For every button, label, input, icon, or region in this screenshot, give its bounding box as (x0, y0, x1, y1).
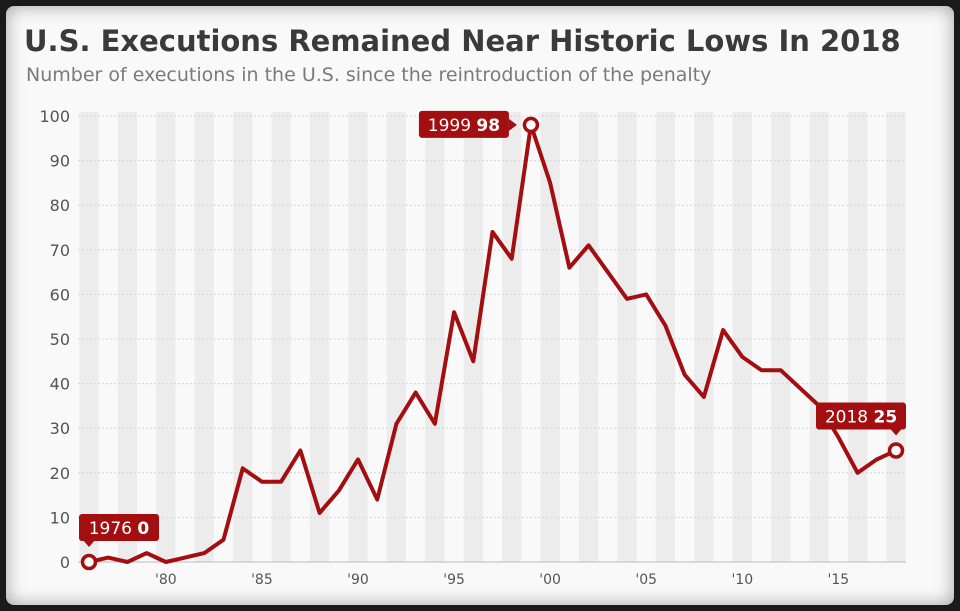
callout-value: 25 (874, 408, 898, 428)
callout-pointer (508, 118, 517, 131)
year-stripe (540, 112, 560, 562)
callout-box (418, 110, 509, 138)
y-tick-label: 50 (50, 330, 70, 349)
x-tick-label: '15 (828, 572, 850, 588)
year-stripe (502, 112, 522, 562)
callout-label: 1999 98 (428, 116, 500, 136)
y-tick-label: 100 (39, 107, 70, 126)
callout-pointer (83, 540, 95, 547)
highlight-marker (887, 442, 905, 459)
chart-title: U.S. Executions Remained Near Historic L… (24, 24, 901, 58)
callout-year: 2018 (825, 408, 874, 428)
callout-pointer (890, 428, 902, 436)
callout-label: 1976 0 (89, 519, 150, 539)
y-tick-label: 40 (50, 375, 70, 394)
year-stripe (233, 112, 253, 562)
year-stripe (655, 112, 676, 562)
chart-subtitle: Number of executions in the U.S. since t… (26, 64, 712, 86)
x-tick-label: '90 (347, 572, 369, 588)
x-tick-label: '10 (731, 572, 753, 588)
year-stripe (348, 112, 368, 562)
x-tick-label: '85 (251, 572, 273, 588)
y-tick-label: 30 (50, 419, 70, 438)
year-stripe (79, 112, 99, 562)
y-tick-label: 90 (50, 152, 70, 171)
y-tick-label: 0 (60, 553, 70, 572)
highlight-marker (522, 116, 540, 134)
year-stripe (732, 112, 752, 562)
year-stripe (156, 112, 176, 562)
year-stripe (194, 112, 214, 562)
year-stripe (578, 112, 599, 562)
callout-box (816, 402, 906, 430)
executions-line (88, 122, 897, 564)
y-tick-label: 10 (50, 508, 70, 527)
x-tick-label: '80 (155, 572, 177, 588)
year-stripe (694, 112, 714, 562)
year-stripe (463, 112, 483, 562)
year-stripe (809, 112, 829, 562)
year-stripe (271, 112, 291, 562)
year-stripe (117, 112, 138, 562)
callout-value: 0 (137, 519, 149, 539)
x-tick-label: '05 (635, 572, 657, 588)
y-tick-label: 60 (50, 285, 70, 304)
x-tick-label: '00 (539, 572, 561, 588)
y-tick-label: 80 (50, 196, 70, 215)
year-stripe (886, 112, 906, 562)
callout-year: 1976 (89, 519, 138, 539)
callout-box (79, 514, 159, 541)
x-tick-label: '95 (443, 572, 465, 588)
callout-label: 2018 25 (825, 408, 897, 428)
year-stripe (425, 112, 445, 562)
year-stripe (617, 112, 637, 562)
y-tick-label: 20 (50, 464, 70, 483)
y-tick-label: 70 (50, 241, 70, 260)
highlight-marker (80, 553, 98, 571)
year-stripe (847, 112, 868, 562)
callout-value: 98 (476, 116, 500, 136)
callout-year: 1999 (428, 116, 477, 136)
year-stripe (771, 112, 791, 562)
year-stripe (386, 112, 407, 562)
year-stripe (309, 112, 330, 562)
